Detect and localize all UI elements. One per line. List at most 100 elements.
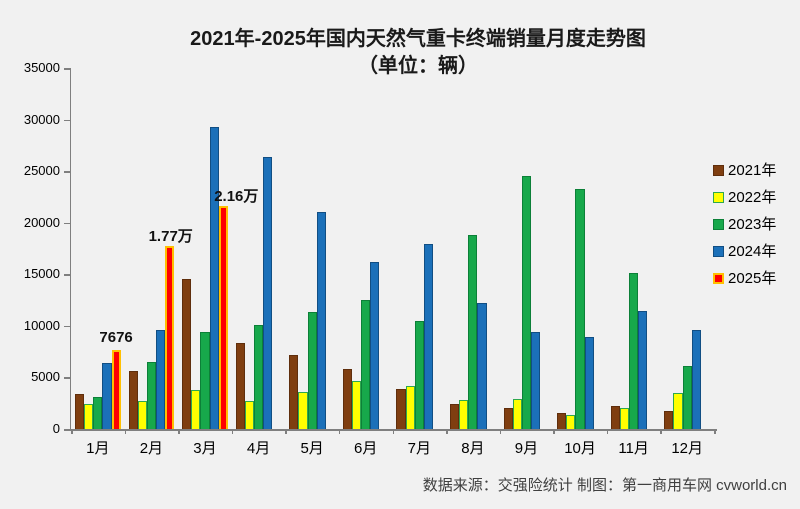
bar: [316, 212, 326, 429]
legend-label: 2025年: [728, 270, 777, 287]
legend-item: 2021年: [713, 162, 776, 179]
chart-title-line2: （单位：辆）: [358, 55, 478, 77]
y-tick: [64, 222, 70, 225]
x-category-label: 3月: [193, 440, 217, 457]
y-tick: [64, 68, 70, 70]
bar: [84, 404, 94, 429]
x-category-label: 4月: [246, 440, 271, 457]
bar: [512, 399, 522, 429]
x-tick: [553, 429, 555, 434]
bar: [137, 401, 147, 429]
bar: [575, 188, 585, 429]
bar-annotation: 7676: [99, 328, 133, 346]
x-tick: [178, 429, 180, 434]
bar: [298, 391, 308, 429]
bar: [235, 343, 245, 429]
bar: [531, 332, 541, 429]
bar-annotation: 1.77万: [148, 228, 193, 246]
bar: [342, 369, 352, 429]
bar: [414, 320, 424, 429]
x-tick: [124, 429, 127, 434]
x-category-label: 12月: [671, 440, 704, 457]
x-category-label: 11月: [618, 440, 649, 457]
y-tick: [64, 429, 70, 431]
bar: [244, 401, 254, 429]
y-tick-label: 5000: [31, 369, 60, 385]
bar: [459, 400, 469, 429]
x-category-label: 2月: [139, 440, 164, 457]
y-tick: [64, 274, 70, 276]
legend-swatch: [713, 192, 724, 203]
x-tick: [714, 429, 716, 434]
bar: [253, 324, 264, 429]
x-category-label: 9月: [514, 440, 539, 457]
bar: [165, 246, 175, 429]
y-tick: [64, 171, 70, 173]
y-tick-label: 10000: [23, 317, 60, 333]
bar: [191, 389, 201, 429]
bar: [584, 337, 594, 429]
legend-item: 2022年: [713, 189, 776, 206]
x-tick: [499, 429, 502, 434]
x-tick: [231, 429, 234, 434]
y-tick: [64, 377, 70, 379]
footer-credit: 数据来源：交强险统计 制图：第一商用车网 cvworld.cn: [422, 477, 787, 494]
legend-item: 2023年: [713, 216, 776, 233]
bar: [423, 244, 433, 429]
bar: [566, 414, 576, 429]
x-category-label: 10月: [564, 440, 596, 457]
bar: [182, 279, 192, 429]
bar: [673, 392, 683, 429]
chart-title: 2021年-2025年国内天然气重卡终端销量月度走势图 （单位：辆）: [36, 26, 800, 80]
bar: [74, 393, 85, 429]
legend-label: 2024年: [728, 243, 777, 260]
legend-item: 2025年: [713, 270, 776, 287]
y-tick-label: 35000: [23, 60, 60, 75]
bar: [155, 329, 166, 429]
x-tick: [285, 429, 287, 434]
x-tick: [660, 429, 662, 434]
x-category-label: 6月: [354, 440, 378, 457]
y-tick: [64, 119, 70, 122]
x-category-label: 5月: [300, 440, 324, 457]
bar: [218, 206, 228, 429]
legend-swatch: [713, 219, 724, 230]
y-axis-line: [69, 68, 71, 429]
x-category-label: 1月: [86, 440, 110, 457]
bar: [468, 235, 478, 429]
bar: [691, 329, 701, 429]
bar: [102, 362, 112, 429]
x-tick: [446, 429, 448, 434]
bar: [610, 406, 620, 429]
bar: [557, 412, 567, 429]
bar: [93, 397, 103, 429]
bar: [405, 385, 415, 429]
bar: [111, 349, 121, 429]
legend: 2021年 2022年 2023年 2024年 2025年: [713, 162, 776, 297]
bar: [664, 411, 674, 429]
bar: [629, 273, 639, 429]
bar: [477, 303, 487, 429]
bar: [396, 388, 406, 429]
bar: [682, 366, 692, 429]
bar: [307, 312, 317, 429]
y-tick-label: 30000: [23, 111, 60, 127]
legend-label: 2021年: [728, 162, 777, 179]
bar: [638, 311, 648, 429]
bar: [200, 332, 210, 429]
bar: [128, 371, 138, 429]
x-tick: [71, 429, 73, 434]
bar: [370, 261, 380, 429]
legend-label: 2022年: [728, 189, 777, 206]
x-category-label: 7月: [407, 440, 431, 457]
bar: [146, 361, 156, 429]
y-tick-label: 15000: [23, 266, 60, 282]
legend-swatch: [713, 165, 724, 176]
legend-label: 2023年: [728, 216, 777, 233]
chart-title-line1: 2021年-2025年国内天然气重卡终端销量月度走势图: [190, 28, 646, 50]
y-tick-label: 20000: [23, 214, 60, 230]
bar: [263, 156, 273, 429]
bar-annotation: 2.16万: [214, 188, 259, 206]
bar: [521, 176, 532, 429]
